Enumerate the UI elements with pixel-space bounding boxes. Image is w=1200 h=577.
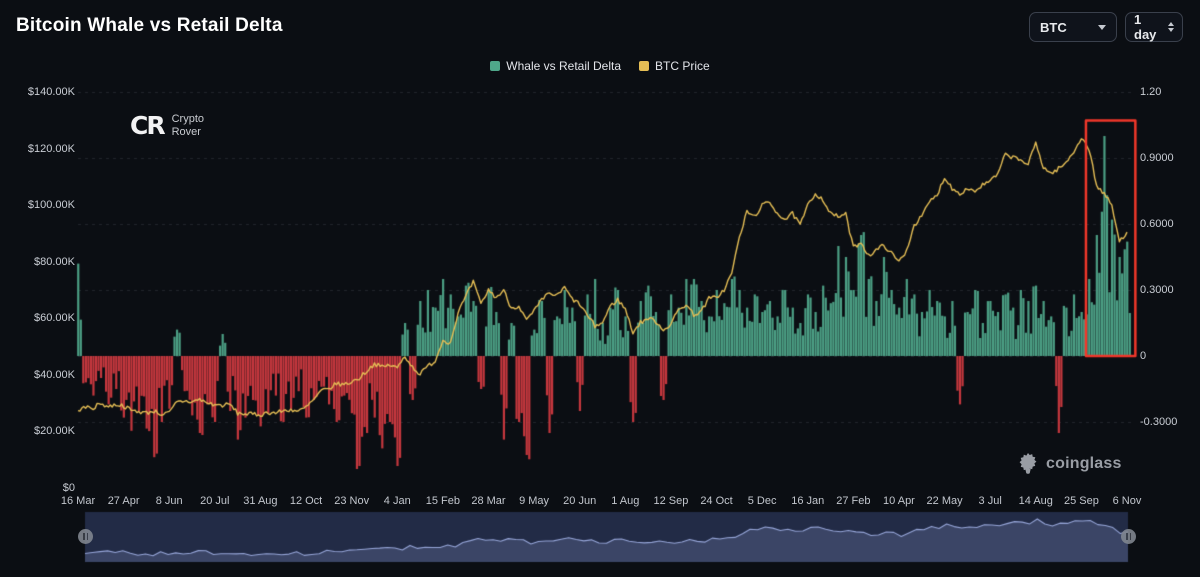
legend-swatch-btc-price (639, 61, 650, 71)
y-left-tick: $0 (62, 481, 75, 494)
y-left-tick: $100.00K (27, 199, 75, 211)
x-axis-tick: 12 Sep (653, 495, 689, 507)
x-axis-tick: 23 Nov (334, 495, 370, 507)
y-left-tick: $80.00K (34, 255, 75, 268)
y-right-tick: -0.3000 (1140, 416, 1178, 428)
x-axis-tick: 14 Aug (1018, 495, 1053, 507)
x-axis-tick: 22 May (926, 495, 963, 507)
page-title: Bitcoin Whale vs Retail Delta (16, 15, 283, 36)
y-right-tick: 0 (1140, 350, 1147, 362)
symbol-select[interactable]: BTC (1029, 12, 1117, 42)
x-axis-tick: 31 Aug (243, 495, 278, 507)
interval-select-value: 1 day (1134, 12, 1157, 42)
x-axis-tick: 3 Jul (978, 495, 1002, 507)
x-axis-tick: 10 Apr (883, 495, 915, 507)
x-axis-tick: 15 Feb (425, 495, 460, 507)
coinglass-label: coinglass (1046, 455, 1122, 472)
legend-swatch-delta (490, 61, 501, 71)
interval-select[interactable]: 1 day (1125, 12, 1183, 42)
y-right-tick: 0.6000 (1140, 218, 1174, 230)
navigator-handle-right[interactable] (1121, 529, 1136, 544)
y-right-tick: 1.20 (1140, 86, 1162, 98)
symbol-select-value: BTC (1040, 19, 1067, 35)
chart-legend: Whale vs Retail Delta BTC Price (0, 57, 1200, 75)
x-axis-tick: 4 Jan (383, 495, 411, 507)
x-axis-tick: 20 Jul (200, 495, 230, 507)
y-left-tick: $120.00K (27, 142, 75, 155)
y-left-tick: $140.00K (27, 86, 75, 98)
crypto-rover-name: Crypto Rover (171, 112, 205, 138)
x-axis-tick: 5 Dec (747, 495, 777, 507)
legend-item-whale-retail-delta[interactable]: Whale vs Retail Delta (490, 59, 621, 73)
y-left-tick: $40.00K (34, 368, 75, 381)
coinglass-hedgehog-icon (1019, 453, 1037, 474)
x-axis-tick: 9 May (519, 495, 550, 507)
top-controls: BTC 1 day (1029, 12, 1183, 42)
spinner-updown-icon (1168, 22, 1174, 32)
x-axis-tick: 12 Oct (289, 495, 323, 507)
crypto-rover-logo-icon: CR (130, 111, 166, 140)
y-left-tick: $20.00K (34, 425, 75, 437)
navigator-track[interactable] (85, 512, 1128, 562)
x-axis-tick: 27 Feb (836, 495, 871, 507)
coinglass-watermark: coinglass (1017, 452, 1122, 476)
x-axis-tick: 24 Oct (700, 495, 733, 507)
y-right-tick: 0.9000 (1140, 152, 1174, 164)
legend-item-btc-price[interactable]: BTC Price (639, 59, 710, 73)
x-axis-tick: 28 Mar (471, 495, 506, 507)
x-axis-tick: 1 Aug (611, 495, 640, 507)
x-axis-tick: 16 Jan (791, 495, 825, 507)
crypto-rover-watermark: CR Crypto Rover (130, 111, 204, 140)
legend-label-delta: Whale vs Retail Delta (506, 59, 622, 73)
y-right-tick: 0.3000 (1140, 284, 1174, 296)
legend-label-btc-price: BTC Price (655, 59, 710, 73)
x-axis-tick: 6 Nov (1112, 495, 1142, 507)
x-axis-tick: 8 Jun (155, 495, 183, 507)
x-axis-tick: 16 Mar (60, 495, 96, 507)
y-left-tick: $60.00K (34, 312, 75, 324)
chevron-down-icon (1098, 24, 1106, 30)
navigator-handle-left[interactable] (78, 529, 93, 544)
x-axis-tick: 27 Apr (107, 495, 140, 507)
x-axis-tick: 25 Sep (1063, 495, 1099, 507)
x-axis-tick: 20 Jun (563, 495, 597, 507)
